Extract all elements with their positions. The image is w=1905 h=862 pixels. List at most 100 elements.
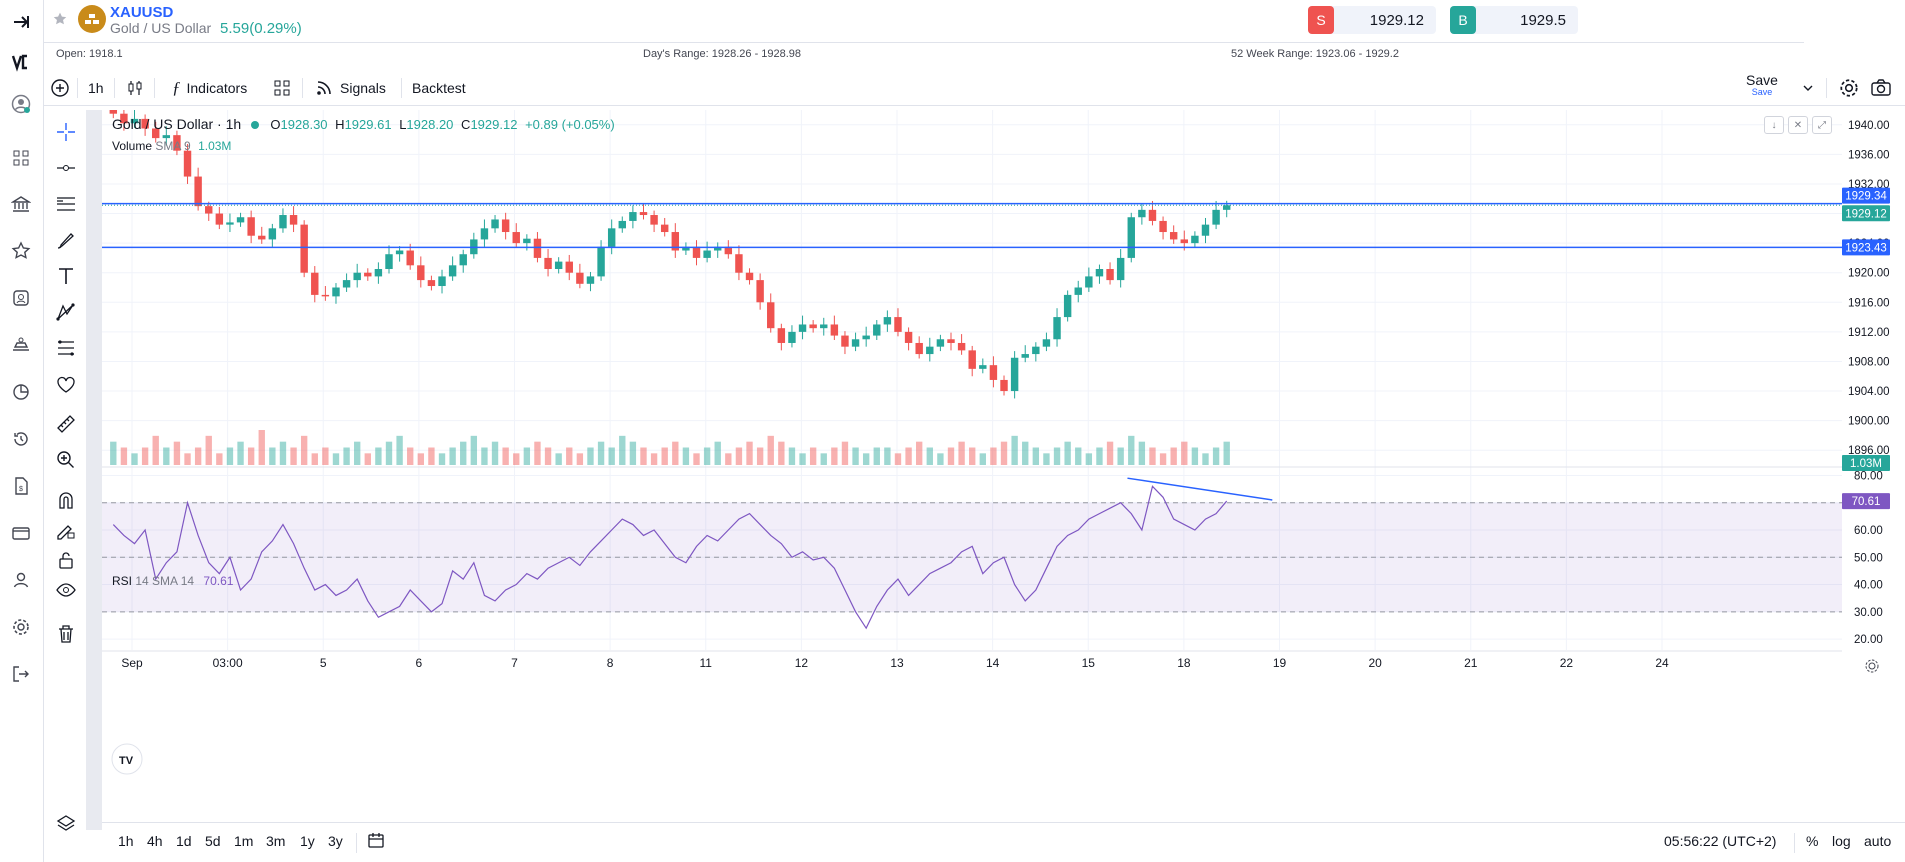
history-icon[interactable] — [8, 427, 34, 451]
maximize-pane-icon[interactable]: ⤢ — [1812, 116, 1832, 134]
volume-bar — [311, 453, 318, 465]
volume-bar — [767, 435, 774, 465]
pie-chart-icon[interactable] — [8, 380, 34, 404]
range-3m[interactable]: 3m — [266, 833, 286, 849]
candle-body — [862, 335, 870, 340]
signals-button[interactable]: Signals — [316, 77, 386, 99]
ruler-icon[interactable] — [52, 410, 80, 438]
buy-price: 1929.5 — [1520, 11, 1566, 29]
logo-icon[interactable] — [8, 50, 34, 74]
favorite-star-icon[interactable] — [52, 11, 68, 32]
zoom-in-icon[interactable] — [52, 446, 80, 474]
percent-toggle[interactable]: % — [1806, 833, 1819, 849]
cash-icon[interactable] — [8, 333, 34, 357]
candle-body — [374, 269, 383, 277]
collapse-icon[interactable] — [8, 10, 34, 34]
candle-body — [735, 254, 743, 273]
brush-icon[interactable] — [52, 226, 80, 254]
eye-icon[interactable] — [52, 576, 80, 604]
candle-body — [1085, 276, 1093, 288]
volume-bar — [969, 447, 976, 465]
trend-line-icon[interactable] — [52, 154, 80, 182]
backtest-button[interactable]: Backtest — [412, 80, 466, 96]
candle-body — [205, 206, 213, 214]
candle-body — [1159, 220, 1167, 233]
volume-bar — [1170, 447, 1177, 465]
legend-change: +0.89 (+0.05%) — [525, 117, 615, 132]
heart-icon[interactable] — [52, 370, 80, 398]
dashboard-icon[interactable] — [8, 146, 34, 170]
candle-body — [427, 280, 436, 287]
volume-bar — [884, 447, 891, 465]
layers-icon[interactable] — [52, 810, 80, 838]
price-scale[interactable]: 1940.001936.001932.001928.001924.001920.… — [1842, 110, 1905, 816]
layouts-button[interactable] — [274, 77, 290, 99]
ticker-symbol[interactable]: XAUUSD — [110, 4, 174, 21]
candle-body — [1201, 224, 1210, 236]
add-symbol-button[interactable] — [50, 77, 70, 99]
chart-settings-icon[interactable] — [1838, 77, 1860, 99]
interval-button[interactable]: 1h — [88, 80, 104, 96]
axis-settings-icon — [1865, 659, 1879, 673]
price-tick: 1908.00 — [1848, 356, 1890, 368]
avatar-icon[interactable] — [8, 92, 34, 116]
buy-button[interactable]: B 1929.5 — [1450, 6, 1578, 34]
candle-body — [438, 276, 446, 287]
candle-body — [406, 250, 414, 266]
prediction-icon[interactable] — [52, 334, 80, 362]
volume-bar — [205, 435, 212, 465]
main-legend[interactable]: Gold / US Dollar · 1h O1928.30 H1929.61 … — [112, 116, 615, 132]
range-1h[interactable]: 1h — [118, 833, 134, 849]
goto-date-icon[interactable] — [368, 833, 386, 852]
logout-icon[interactable] — [8, 662, 34, 686]
range-3y[interactable]: 3y — [328, 833, 343, 849]
rsi-tick: 20.00 — [1854, 634, 1883, 646]
crosshair-icon[interactable] — [52, 118, 80, 146]
volume-bar — [1223, 441, 1230, 465]
rsi-legend[interactable]: RSI 14 SMA 14 70.61 — [112, 574, 233, 588]
text-tool-icon[interactable] — [52, 262, 80, 290]
chart-type-button[interactable] — [126, 77, 144, 99]
camera-icon[interactable] — [1870, 77, 1892, 99]
profile-icon[interactable] — [8, 286, 34, 310]
range-1d[interactable]: 1d — [176, 833, 192, 849]
user-icon[interactable] — [8, 568, 34, 592]
toolbar-scroll-strip[interactable] — [86, 110, 102, 830]
range-5d[interactable]: 5d — [205, 833, 221, 849]
candle-body — [491, 219, 499, 229]
draw-lock-pencil-icon[interactable] — [52, 516, 80, 544]
plus-circle-icon — [51, 79, 69, 97]
toolbar-divider — [154, 78, 155, 98]
price-chart[interactable]: Sep 03:00 5 6 7 8 11 12 13 14 15 18 19 20 21 22 24 TV — [102, 110, 1842, 816]
save-menu-chevron-icon[interactable] — [1802, 77, 1814, 99]
volume-bar — [555, 453, 562, 465]
lock-icon[interactable] — [52, 546, 80, 574]
candle-body — [544, 257, 552, 270]
candle-body — [830, 324, 839, 336]
bank-icon[interactable] — [8, 192, 34, 216]
collapse-pane-icon[interactable]: ✕ — [1788, 116, 1808, 134]
fib-retracement-icon[interactable] — [52, 190, 80, 218]
move-down-icon[interactable]: ↓ — [1764, 116, 1784, 134]
star-icon[interactable] — [8, 239, 34, 263]
log-toggle[interactable]: log — [1832, 833, 1851, 849]
range-1y[interactable]: 1y — [300, 833, 315, 849]
volume-bar — [576, 453, 584, 465]
pattern-icon[interactable] — [52, 298, 80, 326]
volume-bar — [1032, 447, 1040, 465]
volume-bar — [937, 453, 944, 465]
auto-toggle[interactable]: auto — [1864, 833, 1892, 849]
indicators-button[interactable]: ƒ Indicators — [172, 77, 247, 99]
trash-icon[interactable] — [52, 620, 80, 648]
save-button[interactable]: Save Save — [1746, 72, 1778, 97]
document-icon[interactable]: $ — [8, 474, 34, 498]
settings-icon[interactable] — [8, 615, 34, 639]
range-4h[interactable]: 4h — [147, 833, 163, 849]
wallet-icon[interactable] — [8, 521, 34, 545]
range-1m[interactable]: 1m — [234, 833, 254, 849]
magnet-icon[interactable] — [52, 486, 80, 514]
volume-legend[interactable]: Volume SMA 9 1.03M — [112, 139, 231, 153]
clock-time[interactable]: 05:56:22 (UTC+2) — [1664, 833, 1777, 849]
sell-button[interactable]: S 1929.12 — [1308, 6, 1436, 34]
buy-tag: B — [1450, 6, 1476, 34]
